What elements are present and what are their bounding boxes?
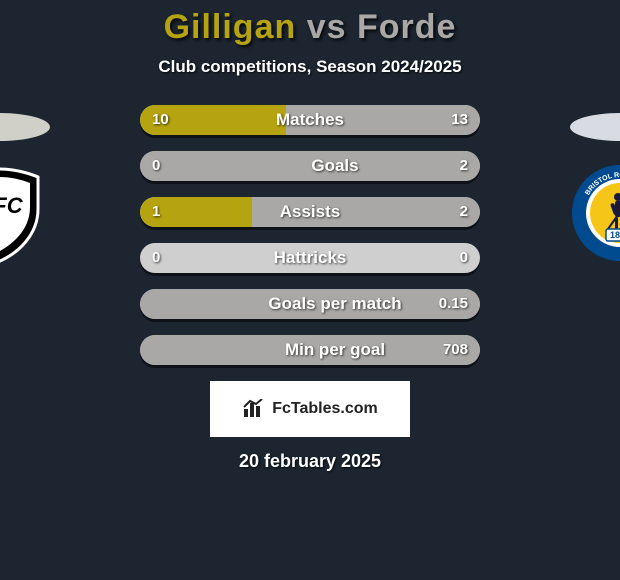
stat-value-right: 13 <box>451 105 468 135</box>
stat-value-left: 0 <box>152 243 160 273</box>
bar-chart-icon <box>242 399 266 419</box>
svg-text:AFC: AFC <box>0 193 24 218</box>
title-right: Forde <box>357 8 456 46</box>
subtitle: Club competitions, Season 2024/2025 <box>0 57 620 77</box>
club-crest-right: BRISTOL ROVERS F.C.1883 <box>570 163 620 263</box>
stats-area: AFC BRISTOL ROVERS F.C.1883 Matches1013G… <box>70 105 550 365</box>
title-left: Gilligan <box>164 8 297 46</box>
stat-value-right: 0 <box>460 243 468 273</box>
stat-value-right: 2 <box>460 197 468 227</box>
stat-row: Min per goal708 <box>140 335 480 365</box>
stat-value-right: 0.15 <box>439 289 468 319</box>
stat-row: Matches10 13 <box>140 105 480 135</box>
stat-row: Goals per match0.15 <box>140 289 480 319</box>
stat-label: Matches <box>140 105 480 135</box>
player-ellipse-right <box>570 113 620 141</box>
branding-badge: FcTables.com <box>210 381 410 437</box>
stat-value-right: 708 <box>443 335 468 365</box>
stat-row: Goals0 2 <box>140 151 480 181</box>
stat-value-right: 2 <box>460 151 468 181</box>
stat-label: Hattricks <box>140 243 480 273</box>
svg-text:1883: 1883 <box>610 230 620 240</box>
stat-value-left: 0 <box>152 151 160 181</box>
stat-label: Goals per match <box>140 289 480 319</box>
stat-label: Goals <box>140 151 480 181</box>
stat-row: Assists1 2 <box>140 197 480 227</box>
stat-label: Min per goal <box>140 335 480 365</box>
player-ellipse-left <box>0 113 50 141</box>
page-title: Gilligan vs Forde <box>0 8 620 47</box>
stat-value-left: 10 <box>152 105 169 135</box>
club-crest-left: AFC <box>0 163 50 263</box>
date-text: 20 february 2025 <box>0 451 620 472</box>
stat-label: Assists <box>140 197 480 227</box>
stat-row: Hattricks0 0 <box>140 243 480 273</box>
stat-value-left: 1 <box>152 197 160 227</box>
branding-text: FcTables.com <box>272 400 378 418</box>
title-vs: vs <box>307 8 347 46</box>
